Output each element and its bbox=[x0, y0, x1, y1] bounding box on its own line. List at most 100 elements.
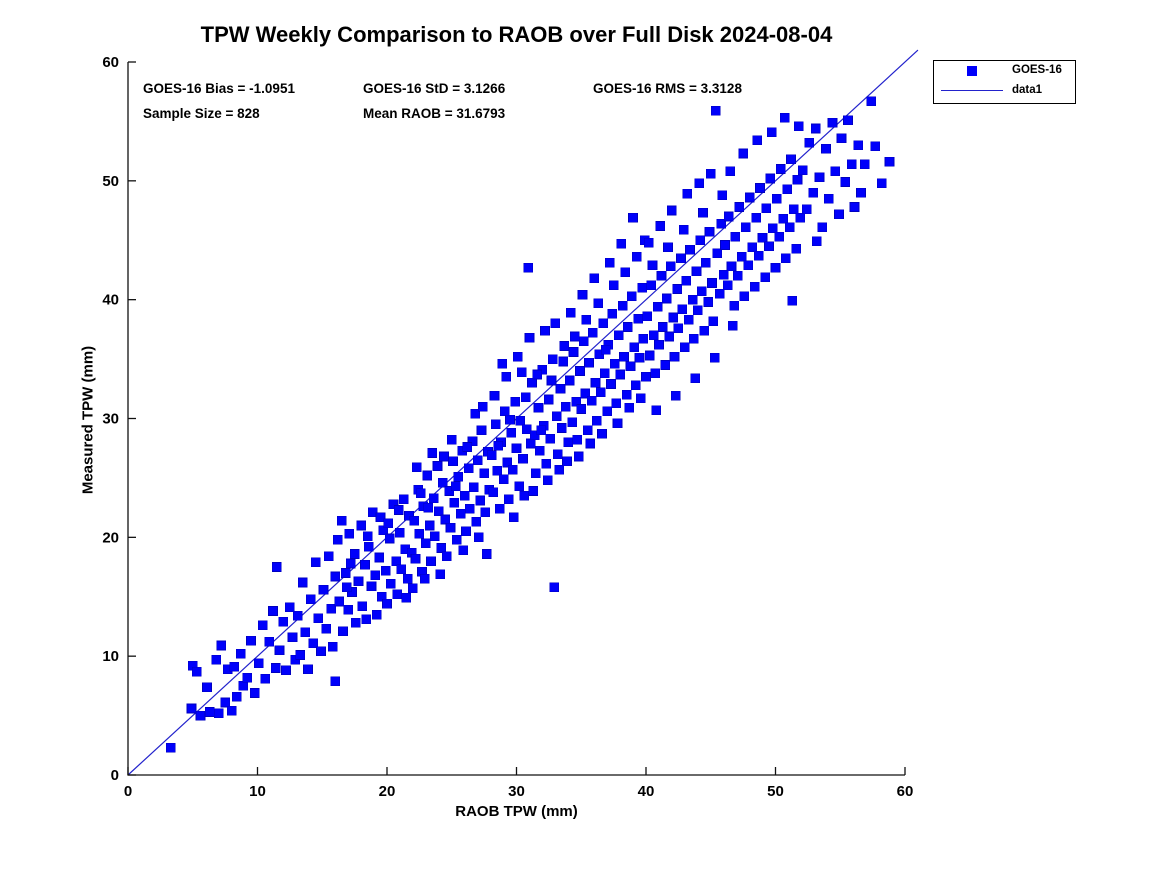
data-point bbox=[488, 487, 499, 498]
x-tick-label: 20 bbox=[379, 783, 396, 800]
data-point bbox=[528, 486, 539, 496]
data-point bbox=[380, 565, 391, 576]
data-point bbox=[814, 172, 825, 183]
data-point bbox=[781, 253, 791, 263]
data-point bbox=[704, 227, 715, 237]
data-point bbox=[599, 368, 610, 379]
data-point bbox=[506, 427, 517, 438]
data-point bbox=[648, 330, 659, 341]
data-point bbox=[866, 96, 877, 106]
data-point bbox=[254, 658, 264, 669]
legend-item-goes16: GOES-16 bbox=[934, 61, 1075, 81]
data-point bbox=[582, 425, 593, 436]
data-point bbox=[563, 437, 574, 448]
data-point bbox=[490, 419, 501, 430]
data-point bbox=[503, 494, 514, 505]
data-point bbox=[321, 623, 331, 634]
data-point bbox=[422, 470, 432, 481]
data-point bbox=[415, 488, 426, 499]
data-point bbox=[439, 451, 449, 462]
data-point bbox=[424, 520, 435, 531]
data-point bbox=[556, 423, 567, 433]
data-point bbox=[655, 221, 666, 231]
data-point bbox=[501, 372, 511, 382]
data-point bbox=[242, 672, 252, 683]
data-point bbox=[471, 517, 482, 527]
data-point bbox=[788, 204, 799, 215]
data-point bbox=[691, 266, 702, 276]
data-point bbox=[303, 664, 313, 675]
data-point bbox=[623, 322, 633, 332]
data-point bbox=[257, 620, 268, 631]
data-point bbox=[323, 551, 334, 562]
data-point bbox=[823, 193, 834, 204]
y-tick-label: 60 bbox=[102, 54, 119, 71]
data-point bbox=[589, 273, 600, 284]
data-point bbox=[629, 342, 640, 353]
data-point bbox=[621, 389, 632, 400]
data-point bbox=[619, 351, 629, 362]
data-point bbox=[602, 406, 612, 417]
data-point bbox=[577, 290, 588, 300]
x-tick-label: 30 bbox=[508, 783, 525, 800]
data-point bbox=[692, 305, 703, 316]
annotation-mean-raob: Mean RAOB = 31.6793 bbox=[363, 106, 506, 121]
data-point bbox=[840, 177, 851, 187]
data-point bbox=[476, 425, 487, 436]
data-point bbox=[419, 574, 430, 584]
data-point bbox=[477, 401, 488, 412]
data-point bbox=[775, 164, 786, 174]
data-point bbox=[717, 190, 728, 200]
data-point bbox=[455, 508, 466, 519]
data-point bbox=[657, 322, 668, 332]
data-point bbox=[698, 208, 708, 218]
annotation-sample-size: Sample Size = 828 bbox=[143, 106, 260, 121]
data-point bbox=[856, 187, 866, 198]
annotation-std: GOES-16 StD = 3.1266 bbox=[363, 81, 506, 96]
data-point bbox=[374, 552, 385, 563]
data-point bbox=[514, 481, 524, 492]
data-point bbox=[382, 599, 392, 609]
legend-line-marker-icon bbox=[941, 90, 1003, 91]
data-point bbox=[734, 202, 745, 212]
data-point bbox=[696, 286, 707, 297]
data-point bbox=[351, 618, 361, 628]
data-point bbox=[361, 614, 372, 625]
data-point bbox=[628, 212, 638, 223]
data-point bbox=[650, 368, 660, 379]
data-point bbox=[760, 272, 770, 282]
data-point bbox=[695, 235, 706, 246]
data-point bbox=[264, 637, 275, 647]
data-point bbox=[371, 609, 382, 620]
data-point bbox=[641, 372, 651, 382]
data-point bbox=[708, 316, 719, 326]
data-point bbox=[475, 495, 486, 506]
data-point bbox=[364, 541, 374, 552]
data-point bbox=[433, 506, 444, 517]
data-point bbox=[432, 461, 443, 471]
data-point bbox=[705, 168, 716, 179]
data-point bbox=[534, 445, 545, 456]
data-point bbox=[765, 173, 776, 184]
data-point bbox=[827, 117, 838, 128]
data-point bbox=[727, 320, 738, 331]
data-point bbox=[718, 269, 729, 280]
data-point bbox=[616, 239, 627, 249]
data-point bbox=[590, 378, 601, 388]
data-point bbox=[318, 584, 329, 595]
data-point bbox=[458, 545, 469, 556]
data-point bbox=[608, 280, 619, 291]
data-point bbox=[836, 133, 847, 143]
data-point bbox=[213, 708, 224, 719]
x-axis-label: RAOB TPW (mm) bbox=[455, 803, 578, 820]
data-point bbox=[551, 411, 562, 421]
data-point bbox=[524, 332, 535, 343]
data-point bbox=[467, 436, 478, 446]
data-point bbox=[437, 477, 448, 488]
data-point bbox=[585, 438, 596, 449]
data-point bbox=[620, 267, 631, 278]
data-point bbox=[278, 616, 289, 627]
data-point bbox=[634, 353, 645, 363]
data-point bbox=[308, 638, 319, 648]
